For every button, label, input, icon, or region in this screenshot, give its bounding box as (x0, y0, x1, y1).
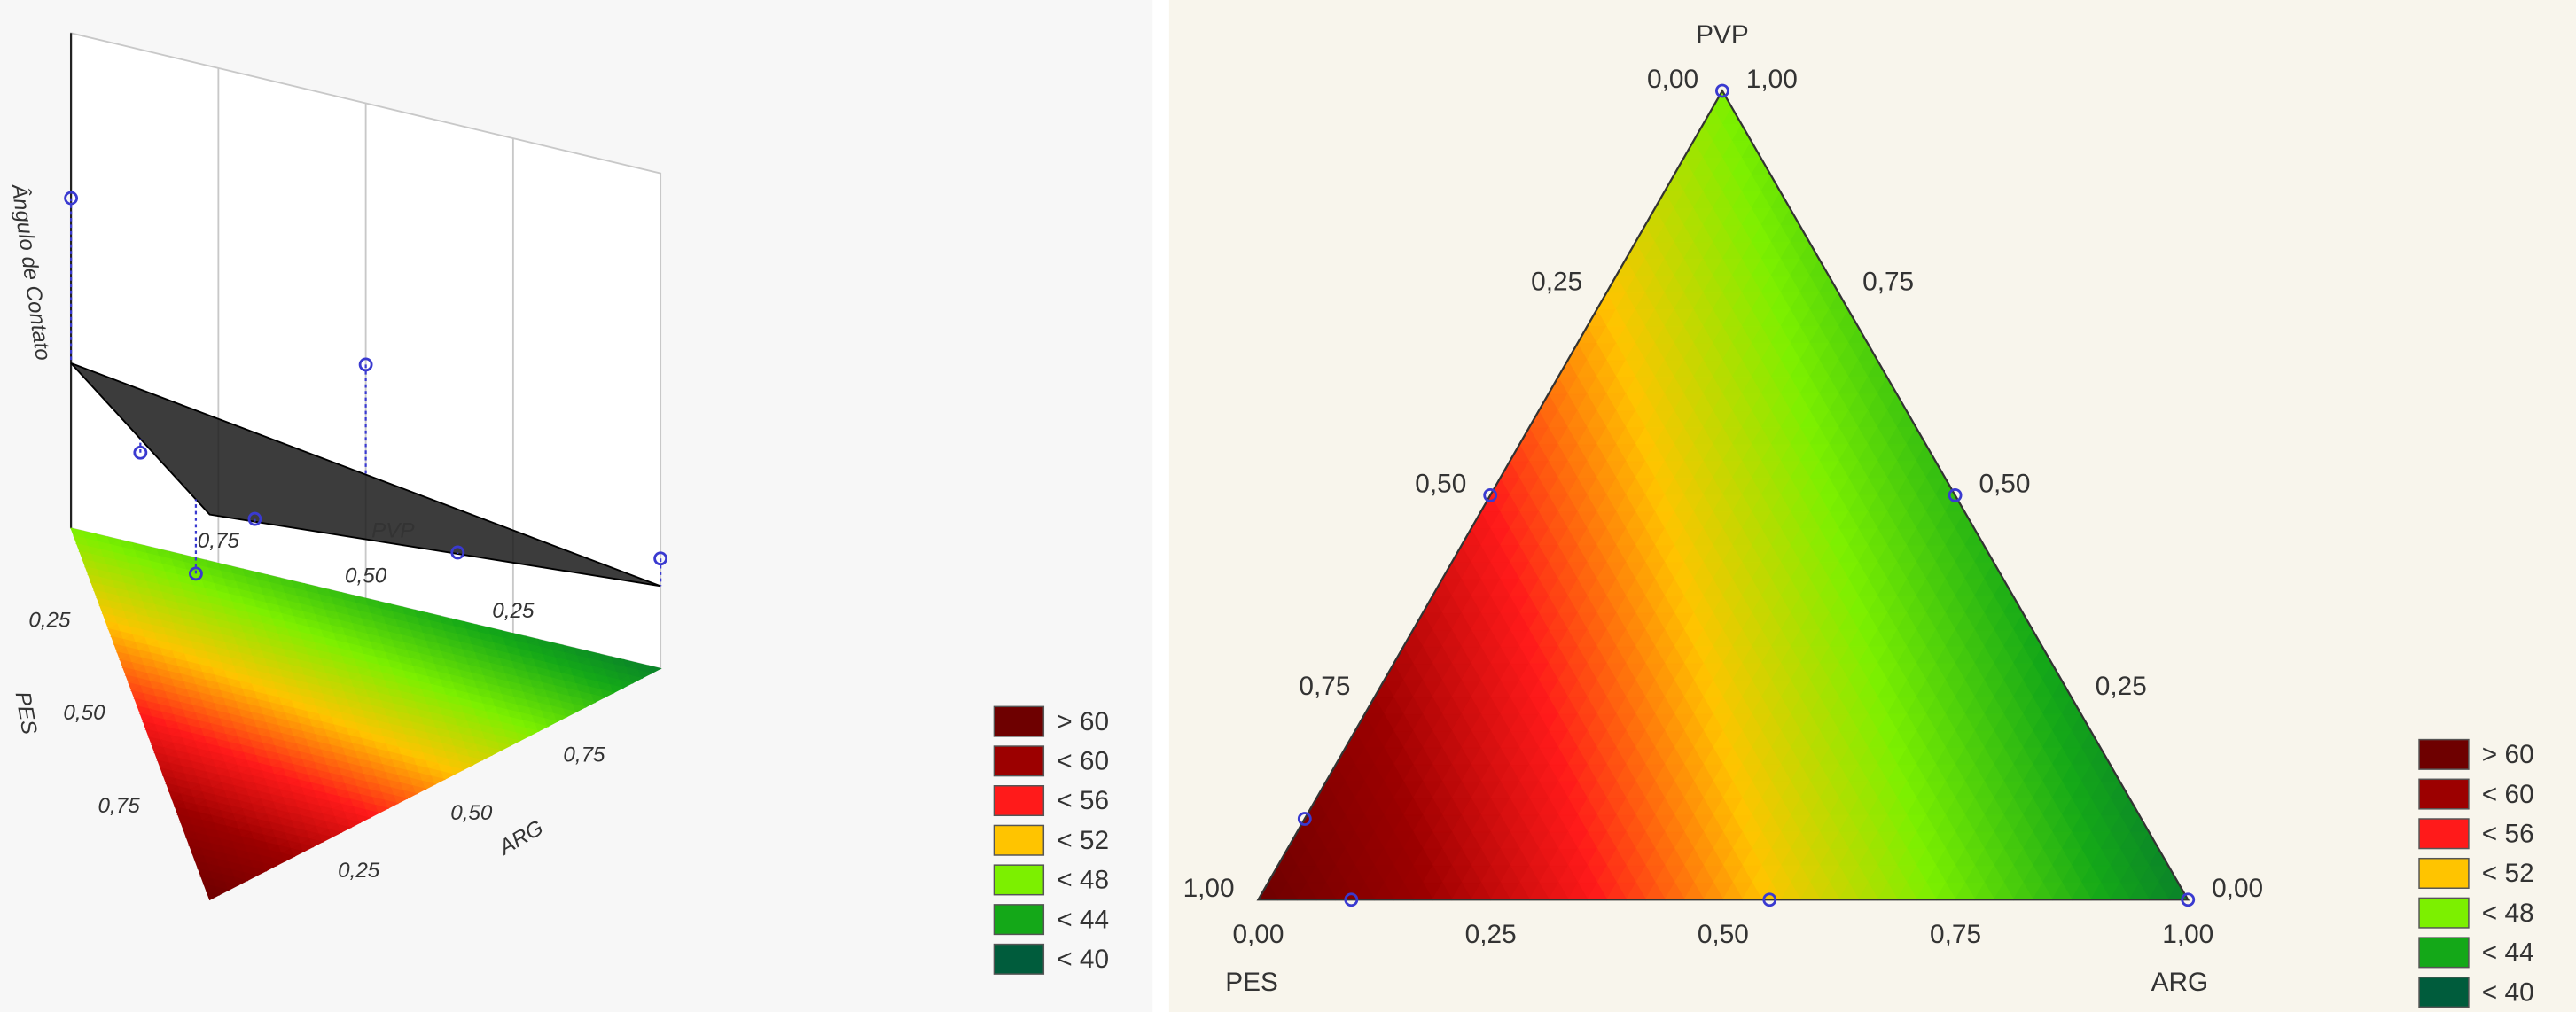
arg-tick-label: 1,00 (2162, 920, 2213, 949)
base-contour (70, 527, 662, 901)
legend-swatch (2418, 738, 2470, 770)
arg-tick-label: 0,00 (1232, 920, 1284, 949)
legend-swatch (2418, 977, 2470, 1008)
pvp-tick-label: 1,00 (1746, 65, 1798, 94)
legend-label: < 40 (2482, 977, 2534, 1007)
pes-tick-label: 0,00 (1647, 65, 1698, 94)
contour-cell (610, 684, 625, 694)
legend-label: < 52 (2482, 859, 2534, 888)
pes-axis-label: PES (1225, 968, 1278, 997)
legend-label: < 48 (1057, 866, 1109, 895)
legend-swatch (993, 824, 1045, 856)
pes-tick-label: 0,25 (1531, 267, 1582, 296)
legend-label: < 52 (1057, 826, 1109, 855)
arg-axis-label: ARG (2151, 968, 2209, 997)
contour-cell (619, 679, 634, 689)
contour-cell (496, 742, 512, 751)
pvp-tick-label: 0,75 (1862, 267, 1914, 296)
contour-cell (647, 665, 662, 674)
contour-cell (628, 674, 644, 684)
pes-tick-label: 0,50 (1415, 470, 1466, 499)
legend-label: < 56 (2482, 820, 2534, 849)
legend-label: > 60 (1057, 707, 1109, 736)
pes-tick-label: 0,75 (98, 794, 141, 818)
legend-swatch (2418, 937, 2470, 969)
pvp-tick-label: 0,50 (345, 564, 387, 588)
pvp-axis-label: PVP (1696, 20, 1749, 50)
legend-swatch (2418, 778, 2470, 810)
contour-cell (553, 712, 568, 723)
legend-swatch (993, 904, 1045, 936)
legend-label: < 44 (1057, 905, 1109, 934)
legend-swatch (993, 785, 1045, 817)
pes-tick-label: 0,50 (63, 701, 105, 725)
arg-tick-label: 0,50 (1698, 920, 1749, 949)
contour-cell (572, 703, 587, 713)
arg-tick-label: 0,25 (1465, 920, 1517, 949)
pes-tick-label: 0,75 (1299, 672, 1350, 701)
pvp-tick-label: 0,00 (2212, 874, 2263, 903)
contour-cell (506, 736, 521, 747)
legend-label: < 60 (2482, 780, 2534, 809)
legend-label: < 40 (1057, 945, 1109, 974)
contour-cell (637, 669, 653, 680)
arg-tick-label: 0,75 (563, 743, 605, 767)
arg-tick-label: 0,25 (338, 859, 380, 883)
legend-label: > 60 (2482, 740, 2534, 769)
arg-tick-label: 0,75 (1930, 920, 1981, 949)
legend-swatch (2418, 857, 2470, 889)
legend-swatch (993, 864, 1045, 896)
legend-label: < 48 (2482, 899, 2534, 928)
arg-tick-label: 0,50 (450, 801, 493, 825)
contour-cell (535, 722, 550, 732)
legend-swatch (2418, 818, 2470, 850)
legend-swatch (993, 745, 1045, 777)
contour-cell (590, 694, 606, 704)
contour-cell (582, 698, 597, 708)
legend-swatch (993, 943, 1045, 975)
pvp-tick-label: 0,25 (2096, 672, 2147, 701)
contour-cell (563, 708, 578, 718)
pes-tick-label: 1,00 (1183, 874, 1235, 903)
legend-label: < 44 (2482, 938, 2534, 968)
contour-cell (525, 728, 540, 737)
contour-cell (543, 718, 559, 728)
legend-swatch (2418, 897, 2470, 929)
legend-label: < 56 (1057, 786, 1109, 815)
contour-cell (516, 732, 531, 742)
pvp-tick-label: 0,50 (1979, 470, 2030, 499)
pvp-tick-label: 0,25 (492, 599, 535, 623)
pes-tick-label: 0,25 (28, 608, 71, 632)
legend-swatch (993, 705, 1045, 737)
pvp-tick-label: 0,75 (198, 529, 240, 553)
legend-label: < 60 (1057, 747, 1109, 776)
contour-cell (600, 689, 615, 698)
contour-cell (488, 746, 503, 757)
pvp-axis-label: PVP (371, 518, 414, 542)
